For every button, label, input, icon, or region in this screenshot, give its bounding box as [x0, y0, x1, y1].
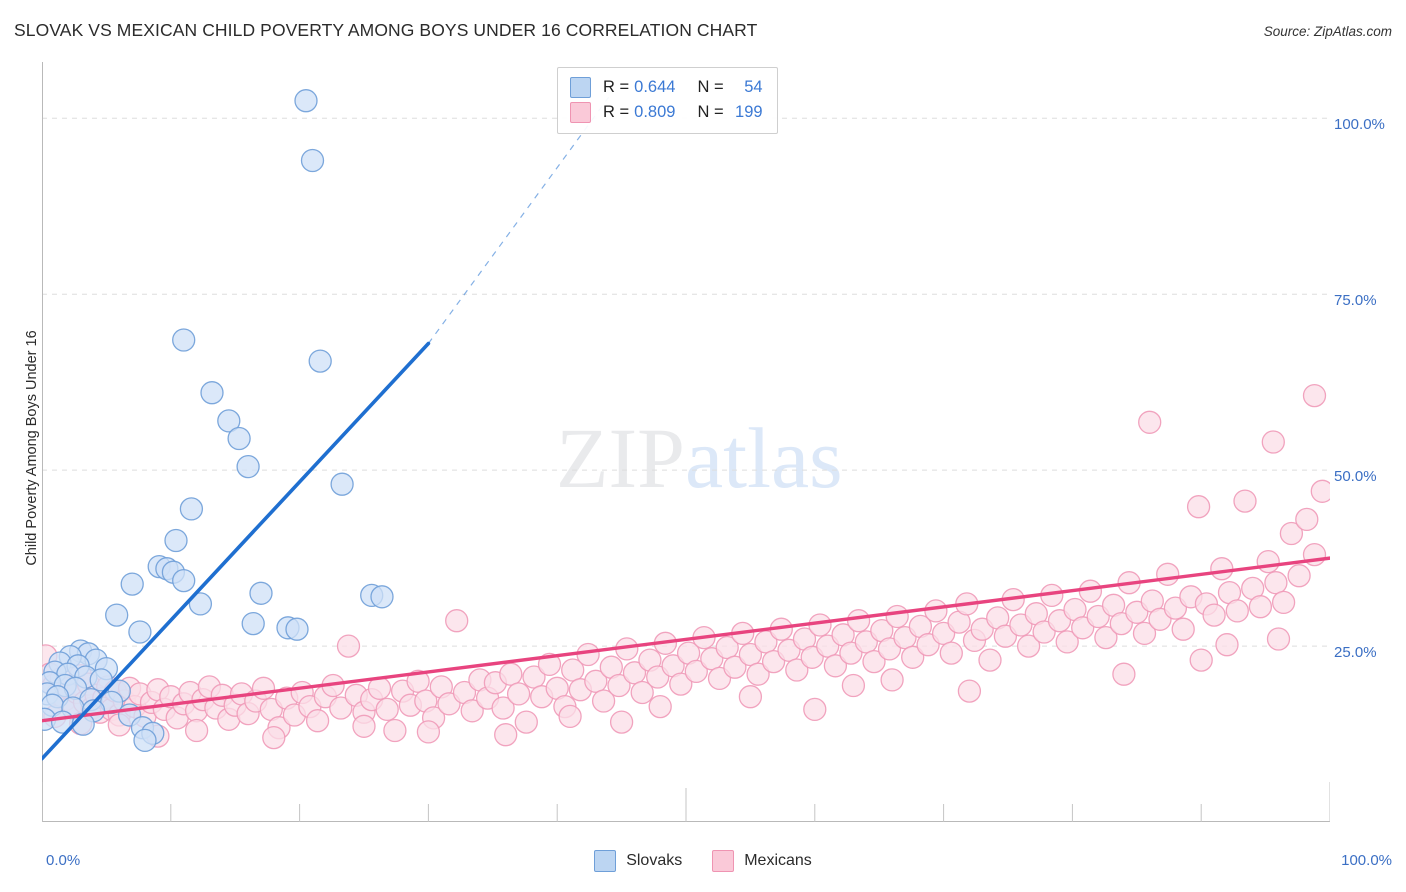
legend-item-mexicans[interactable]: Mexicans — [712, 850, 812, 872]
y-axis-tick-2: 50.0% — [1334, 468, 1377, 486]
r-label-mexicans: R = — [603, 103, 630, 121]
legend-swatch-slovaks — [570, 77, 591, 98]
stats-row-mexicans: R = 0.809 N = 199 — [570, 100, 763, 125]
page-title: SLOVAK VS MEXICAN CHILD POVERTY AMONG BO… — [14, 20, 758, 40]
trendline-slovaks-extension — [427, 96, 610, 344]
stats-row-slovaks: R = 0.644 N = 54 — [570, 75, 763, 100]
x-axis-min-label: 0.0% — [46, 852, 81, 869]
legend-swatch-mexicans — [570, 102, 591, 123]
series-swatch-slovaks — [594, 850, 617, 872]
y-axis-tick-0: 100.0% — [1334, 116, 1385, 134]
n-value-mexicans: 199 — [735, 103, 763, 121]
series-swatch-mexicans — [712, 850, 735, 872]
r-label-slovaks: R = — [603, 78, 630, 96]
plot-area — [42, 62, 1330, 822]
r-value-mexicans: 0.809 — [634, 103, 676, 121]
y-axis-tick-1: 75.0% — [1334, 292, 1377, 310]
n-value-slovaks: 54 — [744, 78, 763, 96]
series-points-mexicans — [42, 383, 1330, 750]
trendline-mexicans — [42, 556, 1330, 723]
gridlines — [42, 117, 1330, 647]
series-label-slovaks: Slovaks — [626, 852, 683, 869]
n-label-mexicans: N = — [697, 103, 724, 121]
scatter-svg — [42, 62, 1330, 822]
x-axis-max-label: 100.0% — [1341, 852, 1392, 869]
source-attribution: Source: ZipAtlas.com — [1263, 24, 1392, 39]
correlation-stats-legend: R = 0.644 N = 54 R = 0.809 N = 199 — [557, 67, 778, 134]
legend-item-slovaks[interactable]: Slovaks — [594, 850, 682, 872]
series-label-mexicans: Mexicans — [744, 852, 812, 869]
y-axis-tick-3: 25.0% — [1334, 644, 1377, 662]
series-legend: Slovaks Mexicans — [0, 850, 1406, 872]
y-axis-title: Child Poverty Among Boys Under 16 — [24, 330, 40, 566]
r-value-slovaks: 0.644 — [634, 78, 676, 96]
series-points-slovaks — [42, 89, 394, 753]
n-label-slovaks: N = — [697, 78, 724, 96]
trendline-slovaks — [42, 341, 431, 761]
